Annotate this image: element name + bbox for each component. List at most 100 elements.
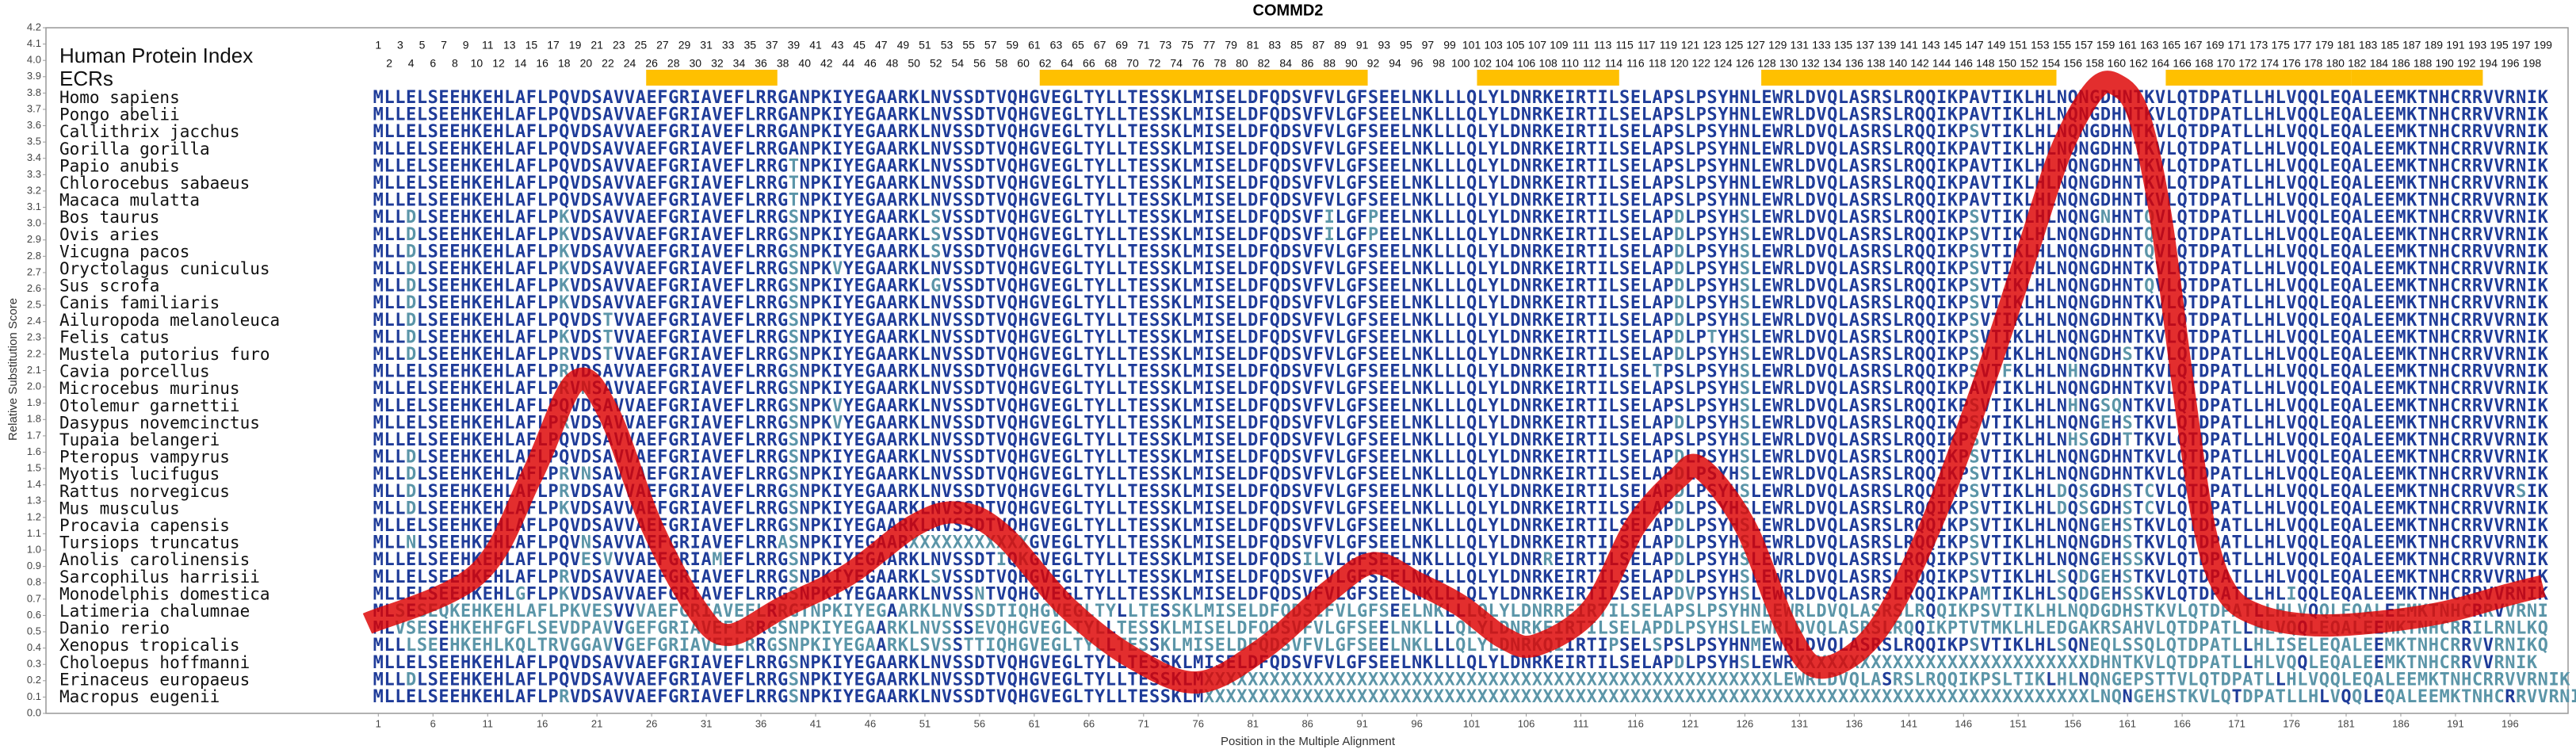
position-label: 94 (1389, 57, 1401, 70)
position-label: 151 (2009, 39, 2028, 52)
sequence: MLLELSEEHKEHLAFLPRVDSAVVAEFGRIAVEFLRRGSN… (373, 362, 2549, 382)
sequence: MLLDLSEEHKEHLAFLPKVDSAVVAEFGRIAVEFLRRGSN… (373, 225, 2549, 245)
sequence: MLLELSEEHKEHLAFLPQVDSAVVAEFGRIAVEFLRRGAN… (373, 140, 2549, 159)
position-label: 89 (1334, 39, 1347, 52)
y-tick-label: 3.3 (27, 168, 41, 180)
x-tick-label: 61 (1029, 717, 1040, 729)
x-tick-label: 181 (2337, 717, 2355, 729)
position-label: 126 (1736, 57, 1755, 70)
position-label: 36 (755, 57, 767, 70)
y-tick-label: 0.1 (27, 690, 41, 702)
position-label: 47 (875, 39, 888, 52)
position-label: 175 (2272, 39, 2291, 52)
sequence: MLLDLSEEHKEHLAFLPKVDSAVVAEFGRIAVEFLRRGSN… (373, 259, 2549, 279)
y-tick-label: 3.2 (27, 184, 41, 196)
position-label: 137 (1856, 39, 1875, 52)
sequence: MLLELSEEHKEHLAFLPQVDSAVVAEFGRIAVEFLRRGTN… (373, 191, 2549, 211)
position-label: 108 (1538, 57, 1557, 70)
position-label: 80 (1236, 57, 1248, 70)
position-label: 25 (635, 39, 648, 52)
position-label: 196 (2501, 57, 2520, 70)
sequence: MLLDLSEEHKEHLAFLPKVDSAVVAEFGRIAVEFLRRGSN… (373, 293, 2549, 313)
position-label: 76 (1192, 57, 1205, 70)
x-tick-label: 81 (1247, 717, 1258, 729)
position-label: 189 (2425, 39, 2444, 52)
y-tick-label: 2.5 (27, 299, 41, 311)
position-label: 153 (2031, 39, 2050, 52)
position-label: 174 (2261, 57, 2280, 70)
position-label: 141 (1900, 39, 1919, 52)
y-tick-label: 3.6 (27, 119, 41, 131)
y-tick-label: 1.0 (27, 543, 41, 555)
position-label: 59 (1006, 39, 1019, 52)
position-label: 1 (375, 39, 381, 52)
y-tick-label: 1.3 (27, 495, 41, 506)
y-tick-label: 2.4 (27, 315, 41, 327)
position-label: 156 (2064, 57, 2083, 70)
species-label: Homo sapiens (59, 88, 180, 107)
x-tick-label: 26 (646, 717, 657, 729)
position-label: 101 (1462, 39, 1481, 52)
x-tick-label: 6 (430, 717, 436, 729)
position-label: 147 (1965, 39, 1984, 52)
position-label: 45 (853, 39, 866, 52)
species-label: Canis familiaris (59, 293, 220, 312)
position-label: 27 (656, 39, 669, 52)
x-tick-label: 21 (591, 717, 602, 729)
x-tick-label: 121 (1682, 717, 1699, 729)
x-tick-label: 91 (1356, 717, 1367, 729)
position-label: 18 (558, 57, 571, 70)
position-label: 60 (1017, 57, 1030, 70)
position-label: 191 (2446, 39, 2465, 52)
y-tick-label: 2.2 (27, 347, 41, 359)
position-label: 103 (1484, 39, 1503, 52)
position-label: 168 (2195, 57, 2214, 70)
y-tick-label: 0.8 (27, 576, 41, 588)
position-label: 134 (1823, 57, 1842, 70)
position-label: 149 (1987, 39, 2006, 52)
species-label: Tupaia belangeri (59, 430, 220, 449)
y-tick-label: 0.2 (27, 674, 41, 686)
position-label: 31 (700, 39, 713, 52)
position-label: 8 (452, 57, 458, 70)
x-tick-label: 1 (376, 717, 381, 729)
position-label: 49 (897, 39, 910, 52)
position-label: 146 (1955, 57, 1974, 70)
position-label: 29 (678, 39, 691, 52)
position-label: 70 (1126, 57, 1139, 70)
species-label: Macaca mulatta (59, 191, 200, 210)
position-label: 143 (1921, 39, 1940, 52)
x-tick-label: 186 (2392, 717, 2410, 729)
position-label: 124 (1714, 57, 1733, 70)
position-label: 61 (1028, 39, 1041, 52)
position-label: 102 (1473, 57, 1492, 70)
x-axis-title: Position in the Multiple Alignment (1221, 735, 1396, 748)
position-label: 130 (1779, 57, 1798, 70)
position-label: 145 (1943, 39, 1963, 52)
position-label: 107 (1528, 39, 1547, 52)
position-label: 83 (1269, 39, 1282, 52)
position-label: 160 (2108, 57, 2127, 70)
position-label: 125 (1725, 39, 1744, 52)
x-tick-label: 51 (919, 717, 931, 729)
x-tick-label: 176 (2283, 717, 2300, 729)
position-label: 23 (613, 39, 625, 52)
ecr-bar (2165, 70, 2352, 86)
sequence: MLLELSEEHKEHLAFLPRVNSAVVAEFGRIAVEFLRRGSN… (373, 379, 2549, 399)
position-label: 82 (1258, 57, 1271, 70)
position-label: 55 (962, 39, 975, 52)
position-label: 117 (1638, 39, 1656, 52)
x-tick-label: 166 (2173, 717, 2191, 729)
position-label: 118 (1649, 57, 1667, 70)
position-label: 105 (1506, 39, 1525, 52)
species-label: Cavia porcellus (59, 362, 210, 381)
species-label: Dasypus novemcinctus (59, 413, 260, 432)
position-label: 19 (569, 39, 582, 52)
y-axis-title: Relative Substitution Score (6, 298, 20, 441)
position-label: 158 (2085, 57, 2104, 70)
sequence: MLLDLSEEHKEHLAFLPQVDSAVVAEFGRIAVEFLRRGSN… (373, 448, 2549, 468)
sequence: MLLDLSEEHKEHLAFLPKVDSTVVAEFGRIAVEFLRRGSN… (373, 327, 2549, 347)
x-tick-label: 71 (1138, 717, 1149, 729)
position-label: 188 (2414, 57, 2433, 70)
